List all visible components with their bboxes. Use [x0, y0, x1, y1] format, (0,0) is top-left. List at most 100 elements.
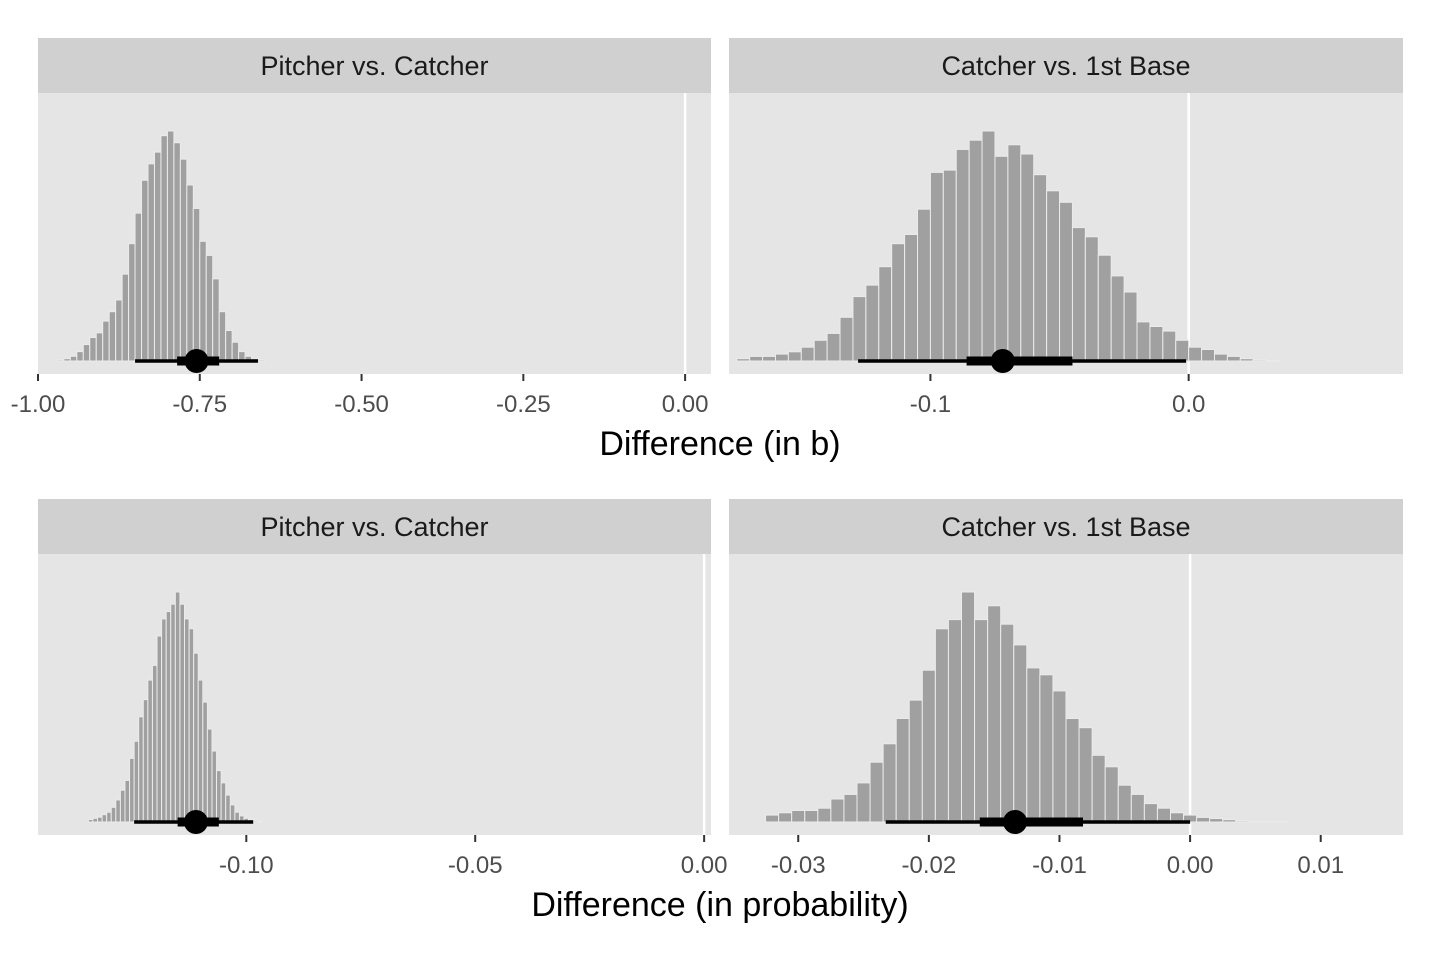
facet-strip-label: Pitcher vs. Catcher [260, 512, 488, 542]
histogram-bar [1071, 227, 1086, 362]
histogram-bar [882, 743, 897, 823]
histogram-bar [1097, 254, 1112, 362]
facet-panel-1: Catcher vs. 1st Base -0.1 0.0 [729, 38, 1403, 418]
histogram-bar [212, 278, 220, 362]
histogram-bar [1235, 820, 1250, 823]
histogram-bar [106, 811, 112, 823]
histogram-bar [147, 163, 155, 362]
histogram-bar [102, 320, 110, 362]
x-tick-label: -0.25 [496, 391, 551, 418]
histogram-bar [133, 740, 140, 823]
median-point [1003, 810, 1028, 834]
histogram-bar [1078, 727, 1093, 823]
facet-panel-0: Pitcher vs. Catcher -1.00 -0.75 -0.50 -0.25 0… [11, 38, 711, 418]
histogram-bar [929, 171, 944, 362]
histogram-bar [762, 355, 776, 362]
histogram-bar [92, 817, 99, 823]
histogram-bar [1123, 291, 1138, 362]
histogram-bar [1130, 793, 1145, 823]
histogram-bar [229, 804, 236, 823]
histogram-bar [1000, 623, 1015, 823]
histogram-bar [170, 603, 176, 823]
chart-panels: Pitcher vs. Catcher -1.00 -0.75 -0.50 -0.25 0… [11, 38, 1403, 879]
histogram-bar [813, 339, 828, 362]
histogram-bar [1143, 803, 1158, 823]
x-tick-label: 0.00 [1167, 852, 1214, 879]
facet-strip [38, 499, 711, 554]
histogram-bar [231, 341, 240, 362]
histogram-bar [774, 353, 789, 362]
histogram-bar [160, 135, 168, 362]
histogram-bar [179, 158, 188, 362]
histogram-bar [1007, 144, 1022, 362]
x-tick-label: 0.01 [1297, 852, 1344, 879]
histogram-bar [110, 806, 117, 823]
facet-panel-2: Pitcher vs. Catcher -0.10 -0.05 0.00 [38, 499, 727, 879]
histogram-bar [981, 130, 996, 362]
x-tick-label: 0.00 [662, 391, 709, 418]
histogram-bar [199, 240, 207, 362]
histogram-bar [56, 359, 65, 362]
facet-strip [38, 38, 711, 93]
x-tick-label: -0.05 [448, 852, 503, 879]
histogram-bar [1020, 153, 1035, 362]
histogram-bar [1213, 353, 1228, 362]
histogram-bar [921, 669, 936, 823]
histogram-bar [904, 234, 919, 362]
histogram-bar [184, 618, 190, 823]
histogram-bar [138, 716, 144, 823]
histogram-bar [188, 628, 195, 823]
histogram-bar [1149, 326, 1164, 362]
histogram-bar [108, 311, 117, 362]
histogram-bar [1175, 339, 1190, 362]
histogram-bar [119, 789, 126, 823]
histogram-bar [142, 699, 149, 823]
histogram-bar [1162, 330, 1177, 362]
histogram-bar [63, 358, 71, 362]
histogram-bar [1046, 190, 1061, 362]
histogram-bar [1188, 346, 1203, 362]
histogram-bar [942, 169, 957, 362]
histogram-bar [179, 603, 186, 823]
histogram-bar [165, 611, 172, 823]
x-tick-label: -0.02 [901, 852, 956, 879]
x-tick-label: -0.1 [910, 391, 951, 418]
histogram-bar [917, 208, 931, 362]
histogram-bar [1059, 201, 1073, 362]
histogram-bar [1033, 174, 1048, 362]
histogram-bar [69, 355, 78, 362]
histogram-bar [1084, 236, 1099, 362]
histogram-bar [1117, 784, 1132, 823]
histogram-bar [156, 635, 163, 823]
histogram-bar [856, 782, 871, 823]
histogram-bar [115, 299, 123, 362]
histogram-bar [186, 184, 194, 362]
histogram-bar [869, 761, 884, 823]
x-tick-label: 0.00 [681, 852, 728, 879]
histogram-bar [1136, 321, 1151, 362]
histogram-bar [220, 782, 227, 823]
histogram-bar [151, 664, 158, 823]
x-tick-label: -0.01 [1032, 852, 1087, 879]
histogram-bar [192, 207, 201, 362]
histogram-bar [955, 148, 970, 362]
histogram-bar [216, 770, 222, 823]
histogram-bar [800, 346, 815, 362]
histogram-bar [166, 130, 175, 362]
facet-strip [729, 499, 1403, 554]
histogram-bar [252, 820, 259, 823]
x-tick-label: 0.0 [1172, 391, 1205, 418]
facet-strip [729, 38, 1403, 93]
histogram-bar [961, 591, 976, 823]
histogram-bar [865, 284, 880, 362]
histogram-bar [947, 619, 963, 823]
histogram-bar [205, 254, 214, 362]
x-axis-title-top: Difference (in b) [599, 425, 840, 463]
facet-strip-label: Catcher vs. 1st Base [941, 51, 1190, 81]
histogram-bar [1209, 818, 1224, 823]
histogram-bar [1156, 807, 1171, 823]
histogram-bar [1252, 359, 1267, 362]
facet-strip-label: Pitcher vs. Catcher [260, 51, 488, 81]
histogram-bar [974, 619, 989, 823]
